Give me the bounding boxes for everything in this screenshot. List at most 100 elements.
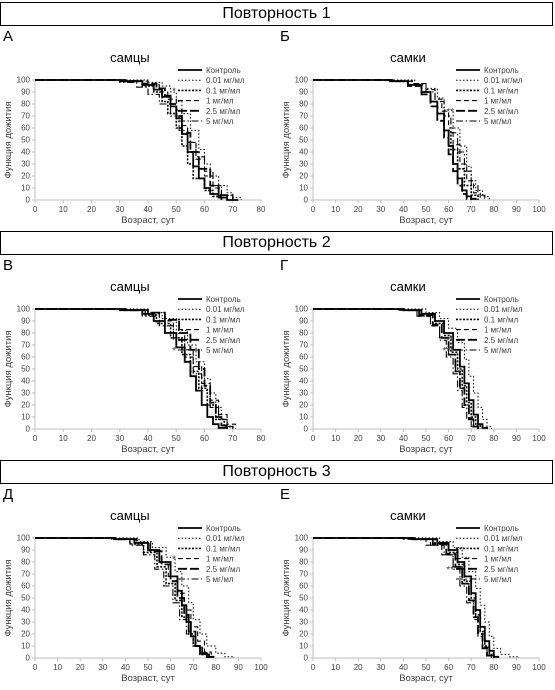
y-tick-label: 70	[21, 341, 30, 350]
series-line	[35, 79, 242, 200]
x-axis-label: Возраст, сут	[399, 215, 453, 226]
panel-label: А	[3, 28, 14, 45]
x-tick-label: 100	[532, 434, 546, 443]
y-tick-label: 60	[21, 353, 30, 362]
legend-label: 0.01 мг/мл	[206, 305, 245, 314]
legend-label: 0.01 мг/мл	[484, 534, 523, 543]
y-tick-label: 30	[21, 160, 30, 169]
x-tick-label: 60	[444, 434, 453, 443]
chart-title: самцы	[110, 508, 149, 523]
y-tick-label: 90	[21, 317, 30, 326]
y-tick-label: 50	[299, 136, 308, 145]
section-title: Повторность 2	[222, 234, 331, 251]
chart-panel-B: Б самки 0 10 20 30 40 50 60 70 80 90 100 0 10 20 30 40 50…	[278, 28, 554, 230]
section-header-1: Повторность 1	[0, 2, 553, 26]
panel-label: В	[3, 257, 14, 274]
legend-label: 5 мг/мл	[484, 117, 512, 126]
y-tick-label: 10	[299, 184, 308, 193]
y-tick-label: 70	[21, 570, 30, 579]
chart-title: самки	[390, 50, 426, 65]
legend-label: 1 мг/мл	[206, 555, 234, 564]
legend-label: 5 мг/мл	[484, 575, 512, 584]
x-tick-label: 100	[532, 663, 546, 672]
legend-label: Контроль	[206, 524, 241, 533]
significance-mark: *	[172, 86, 176, 97]
y-tick-label: 30	[21, 389, 30, 398]
legend-label: 0.1 мг/мл	[206, 86, 240, 95]
legend-label: 0.01 мг/мл	[484, 76, 523, 85]
x-tick-label: 20	[76, 663, 85, 672]
y-tick-label: 0	[26, 654, 31, 663]
series-line	[35, 308, 228, 429]
y-tick-label: 40	[21, 606, 30, 615]
x-tick-label: 10	[331, 663, 340, 672]
x-tick-label: 0	[311, 663, 316, 672]
series-line	[313, 79, 473, 200]
x-tick-label: 60	[200, 205, 209, 214]
x-axis-label: Возраст, сут	[121, 673, 175, 684]
x-axis-label: Возраст, сут	[399, 673, 453, 684]
significance-mark: **	[446, 107, 454, 118]
x-tick-label: 20	[87, 434, 96, 443]
legend-label: 0.1 мг/мл	[484, 315, 518, 324]
legend-label: 0.1 мг/мл	[484, 544, 518, 553]
x-tick-label: 70	[467, 663, 476, 672]
section-title: Повторность 3	[222, 463, 331, 480]
y-tick-label: 90	[21, 88, 30, 97]
x-tick-label: 40	[144, 434, 153, 443]
y-tick-label: 20	[21, 630, 30, 639]
y-tick-label: 70	[299, 570, 308, 579]
x-tick-label: 80	[489, 663, 498, 672]
x-tick-label: 50	[422, 663, 431, 672]
legend-label: 5 мг/мл	[206, 346, 234, 355]
significance-mark: *	[172, 555, 176, 566]
y-tick-label: 50	[299, 365, 308, 374]
x-tick-label: 0	[311, 434, 316, 443]
series-line	[313, 537, 520, 658]
y-tick-label: 60	[299, 124, 308, 133]
y-tick-label: 90	[21, 546, 30, 555]
y-tick-label: 100	[17, 305, 31, 314]
y-axis-label: Функция дожития	[3, 101, 14, 178]
legend-label: 0.1 мг/мл	[206, 315, 240, 324]
x-tick-label: 80	[489, 434, 498, 443]
series-line	[35, 79, 234, 200]
legend-label: Контроль	[484, 295, 519, 304]
x-tick-label: 80	[489, 205, 498, 214]
y-axis-label: Функция дожития	[281, 101, 292, 178]
x-tick-label: 30	[115, 205, 124, 214]
legend-label: 2.5 мг/мл	[206, 565, 240, 574]
legend-label: 1 мг/мл	[206, 97, 234, 106]
x-tick-label: 20	[87, 205, 96, 214]
legend-label: Контроль	[206, 66, 241, 75]
x-tick-label: 30	[376, 663, 385, 672]
x-tick-label: 40	[121, 663, 130, 672]
y-tick-label: 10	[21, 413, 30, 422]
legend-label: 5 мг/мл	[206, 575, 234, 584]
y-tick-label: 40	[21, 148, 30, 157]
y-tick-label: 90	[299, 88, 308, 97]
series-line	[313, 537, 493, 658]
series-line	[35, 79, 223, 200]
x-tick-label: 20	[354, 663, 363, 672]
series-line	[313, 308, 479, 429]
x-tick-label: 90	[512, 434, 521, 443]
series-line	[35, 79, 228, 200]
x-tick-label: 100	[254, 663, 268, 672]
significance-mark: **	[446, 336, 454, 347]
x-tick-label: 0	[33, 434, 38, 443]
series-line	[313, 308, 477, 429]
section-header-2: Повторность 2	[0, 231, 553, 255]
x-tick-label: 10	[53, 663, 62, 672]
legend-label: 1 мг/мл	[484, 326, 512, 335]
y-tick-label: 60	[299, 353, 308, 362]
legend-label: 1 мг/мл	[206, 326, 234, 335]
x-tick-label: 50	[144, 663, 153, 672]
x-axis-label: Возраст, сут	[121, 444, 175, 455]
survival-chart: самки 0 10 20 30 40 50 60 70 80 90 100 0 10 20 30 40 50 60…	[281, 279, 546, 455]
legend-label: 1 мг/мл	[484, 555, 512, 564]
series-line	[35, 537, 210, 658]
y-tick-label: 100	[17, 534, 31, 543]
x-tick-label: 50	[422, 434, 431, 443]
chart-panel-C: В самцы 0 10 20 30 40 50 60 70 80 90 100 0 10 20 30 40 50…	[0, 257, 276, 459]
